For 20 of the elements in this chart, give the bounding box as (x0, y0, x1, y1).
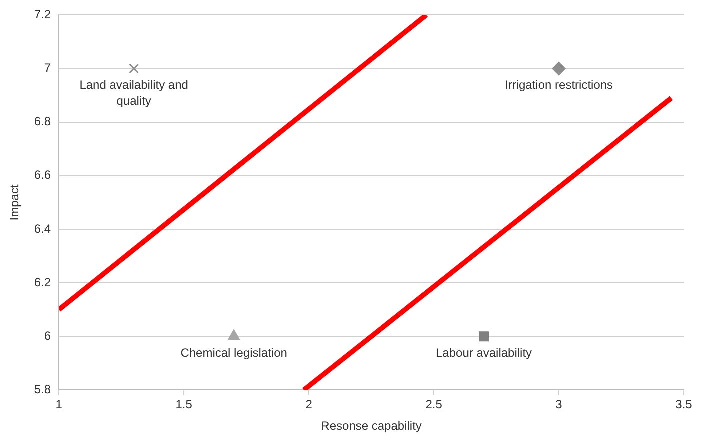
y-axis-title: Impact (8, 184, 22, 221)
y-tick-label: 6 (44, 328, 52, 343)
y-tick-label: 6.6 (34, 168, 52, 182)
x-tick-label: 2.5 (426, 398, 443, 412)
y-tick-label: 7 (44, 61, 52, 76)
x-tick-label: 3 (556, 398, 563, 412)
x-tick-label: 1 (56, 398, 63, 412)
series-label: Chemical legislation (180, 346, 288, 360)
x-axis-title: Resonse capability (321, 419, 422, 434)
series-label: Labour availability (436, 346, 532, 360)
x-tick-label: 1.5 (176, 398, 193, 412)
y-tick-label: 6.4 (34, 222, 52, 236)
y-tick-label: 6.2 (34, 275, 52, 290)
series-label: Irrigation restrictions (504, 78, 614, 92)
y-tick-label: 7.2 (34, 8, 52, 22)
x-tick-label: 3.5 (676, 398, 693, 412)
x-tick-label: 2 (306, 398, 313, 412)
y-tick-label: 5.8 (34, 382, 52, 397)
y-tick-label: 6.8 (34, 114, 52, 129)
series-label: Land availability and quality (80, 78, 188, 108)
